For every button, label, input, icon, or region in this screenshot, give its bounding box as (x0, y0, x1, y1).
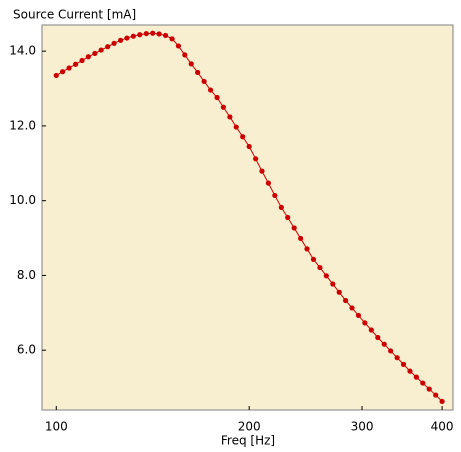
data-point (98, 47, 104, 53)
data-point (304, 246, 310, 252)
data-point (394, 355, 400, 361)
data-point (323, 273, 329, 279)
data-point (79, 57, 85, 64)
data-point (188, 61, 194, 67)
y-tick-label: 10.0 (9, 193, 36, 207)
data-point (111, 40, 117, 46)
data-point (400, 361, 407, 367)
data-point (130, 33, 136, 39)
data-point (53, 72, 59, 79)
data-point (207, 87, 214, 93)
data-point (310, 256, 317, 262)
data-point (246, 143, 252, 150)
data-point (150, 30, 156, 36)
x-tick-label: 200 (238, 420, 261, 434)
data-point (117, 37, 124, 43)
data-point (433, 392, 439, 398)
data-point (92, 50, 98, 57)
data-point (195, 69, 201, 76)
data-point (342, 297, 349, 304)
data-point (220, 104, 226, 110)
data-point (278, 204, 284, 211)
x-axis-label: Freq [Hz] (221, 434, 275, 448)
data-point (233, 124, 239, 130)
data-point (137, 32, 143, 38)
data-point (330, 281, 336, 287)
x-tick-label: 300 (351, 420, 374, 434)
y-tick-label: 8.0 (17, 268, 36, 282)
x-tick-label: 100 (45, 420, 68, 434)
data-point (259, 168, 265, 174)
data-point (413, 374, 419, 380)
y-tick-label: 12.0 (9, 118, 36, 132)
y-axis-label: Source Current [mA] (13, 8, 136, 22)
data-point (227, 114, 233, 120)
data-point (362, 320, 368, 326)
data-point (388, 348, 394, 354)
data-point (201, 78, 207, 85)
data-point (182, 52, 188, 58)
data-point (291, 225, 297, 231)
data-point (60, 69, 66, 75)
data-point (349, 305, 355, 311)
data-point (156, 31, 162, 37)
data-point (439, 398, 445, 405)
y-tick-label: 6.0 (17, 343, 36, 357)
data-point (240, 134, 246, 140)
data-point (285, 214, 291, 221)
data-point (253, 156, 259, 162)
data-point (162, 32, 169, 39)
data-point (317, 264, 323, 271)
data-point (368, 327, 374, 333)
data-point (272, 192, 278, 199)
data-point (214, 94, 220, 101)
data-point (175, 43, 182, 49)
data-point (265, 180, 271, 186)
data-point (298, 235, 304, 242)
data-point (336, 289, 342, 295)
x-tick-label: 400 (431, 420, 454, 434)
data-point (124, 35, 130, 41)
data-point (66, 65, 72, 71)
data-point (426, 386, 432, 392)
data-point (73, 61, 79, 67)
data-point (105, 44, 111, 50)
data-point (169, 36, 175, 42)
y-tick-label: 14.0 (9, 44, 36, 58)
data-point (375, 334, 381, 341)
data-point (85, 54, 91, 60)
data-point (407, 368, 413, 374)
data-point (143, 30, 149, 37)
data-point (381, 341, 387, 347)
data-point (420, 380, 426, 386)
data-point (355, 312, 362, 319)
